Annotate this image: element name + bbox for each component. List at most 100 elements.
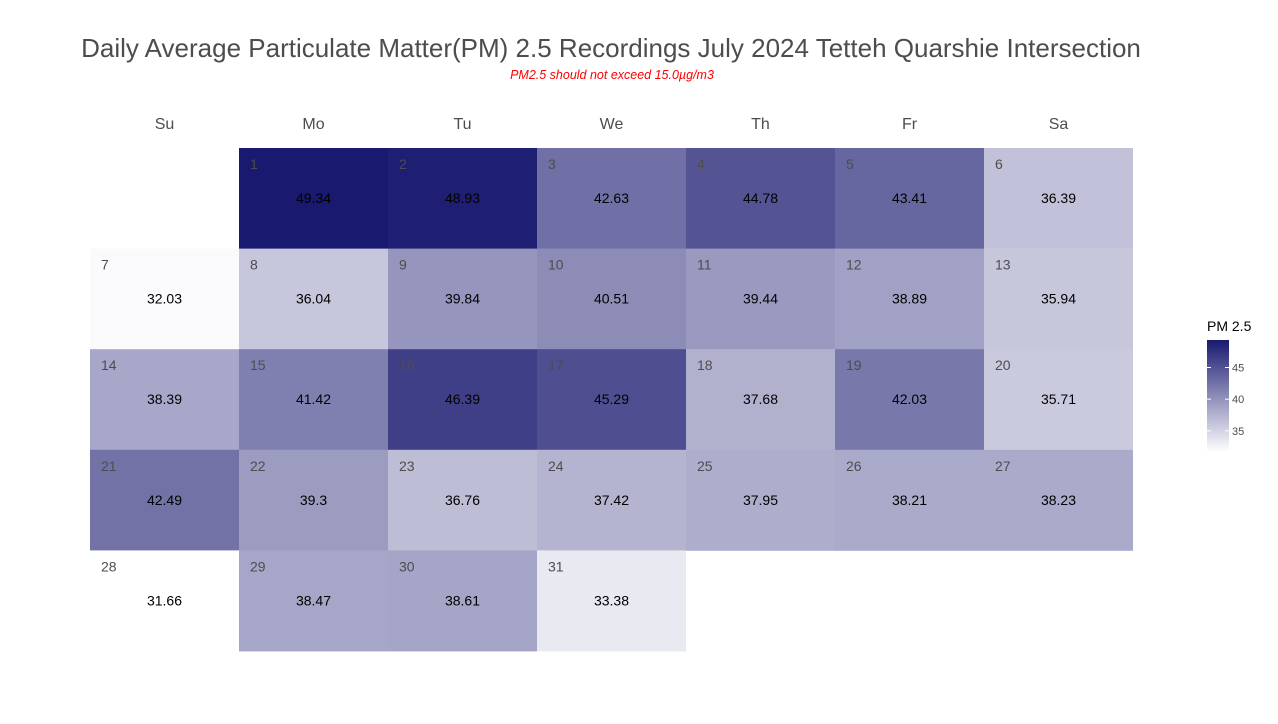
value-label: 45.29: [594, 391, 629, 407]
legend: PM 2.5 35 40 45: [1207, 318, 1252, 452]
value-label: 39.44: [743, 291, 778, 307]
day-number: 17: [548, 357, 564, 373]
value-label: 38.23: [1041, 492, 1076, 508]
legend-tick-label: 35: [1232, 426, 1244, 438]
day-cell: [835, 148, 984, 249]
day-cell: [239, 349, 388, 451]
value-label: 37.68: [743, 391, 778, 407]
value-label: 32.03: [147, 291, 182, 307]
day-number: 19: [846, 357, 862, 373]
day-cell: [537, 449, 686, 551]
value-label: 40.51: [594, 291, 629, 307]
day-cell: [537, 550, 686, 652]
weekday-label: Tu: [453, 116, 471, 133]
value-label: 39.84: [445, 291, 480, 307]
value-label: 39.3: [300, 492, 327, 508]
day-cell: [388, 148, 537, 249]
value-label: 38.61: [445, 592, 480, 608]
value-label: 35.94: [1041, 291, 1076, 307]
day-number: 13: [995, 257, 1011, 273]
day-cells: 1 49.34 2 48.93 3 42.63 4 44.78 5 43.41 6 36.39 7 32.…: [90, 148, 1133, 652]
day-number: 21: [101, 458, 117, 474]
value-label: 36.76: [445, 492, 480, 508]
value-label: 42.03: [892, 391, 927, 407]
day-cell: [984, 349, 1133, 451]
value-label: 36.04: [296, 291, 331, 307]
value-label: 38.89: [892, 291, 927, 307]
day-number: 8: [250, 257, 258, 273]
day-number: 18: [697, 357, 713, 373]
value-label: 31.66: [147, 592, 182, 608]
value-label: 43.41: [892, 190, 927, 206]
legend-tick-label: 40: [1232, 394, 1244, 406]
weekday-label: Sa: [1049, 116, 1069, 133]
day-cell: [537, 349, 686, 451]
weekday-headers: Su Mo Tu We Th Fr Sa: [155, 116, 1069, 133]
day-cell: [388, 550, 537, 652]
day-number: 11: [697, 257, 712, 273]
value-label: 38.39: [147, 391, 182, 407]
day-cell: [537, 248, 686, 350]
day-number: 2: [399, 156, 407, 172]
day-number: 4: [697, 156, 705, 172]
day-cell: [686, 449, 835, 551]
value-label: 44.78: [743, 190, 778, 206]
day-number: 28: [101, 558, 117, 574]
value-label: 49.34: [296, 190, 331, 206]
day-cell: [686, 248, 835, 350]
day-cell: [984, 248, 1133, 350]
day-number: 25: [697, 458, 713, 474]
day-number: 12: [846, 257, 862, 273]
day-cell: [239, 148, 388, 249]
chart-title: Daily Average Particulate Matter(PM) 2.5…: [81, 33, 1141, 63]
day-number: 10: [548, 257, 564, 273]
value-label: 42.63: [594, 190, 629, 206]
day-cell: [388, 349, 537, 451]
day-number: 6: [995, 156, 1003, 172]
weekday-label: Mo: [302, 116, 324, 133]
day-cell: [388, 449, 537, 551]
day-number: 31: [548, 558, 564, 574]
day-cell: [239, 248, 388, 350]
legend-ticks: 35 40 45: [1207, 362, 1244, 438]
day-cell: [239, 550, 388, 652]
value-label: 38.47: [296, 592, 331, 608]
day-number: 7: [101, 257, 109, 273]
day-cell: [90, 449, 239, 551]
day-cell: [239, 449, 388, 551]
value-label: 33.38: [594, 592, 629, 608]
day-number: 29: [250, 558, 266, 574]
weekday-label: We: [600, 116, 624, 133]
day-number: 23: [399, 458, 415, 474]
day-number: 1: [250, 156, 258, 172]
day-number: 15: [250, 357, 266, 373]
day-cell: [835, 349, 984, 451]
legend-colorbar: [1207, 340, 1229, 452]
day-cell: [984, 449, 1133, 551]
value-label: 36.39: [1041, 190, 1076, 206]
day-number: 30: [399, 558, 415, 574]
value-label: 37.95: [743, 492, 778, 508]
day-cell: [984, 148, 1133, 249]
day-cell: [90, 248, 239, 350]
day-cell: [90, 349, 239, 451]
day-number: 27: [995, 458, 1011, 474]
day-cell: [90, 550, 239, 652]
value-label: 37.42: [594, 492, 629, 508]
day-number: 26: [846, 458, 862, 474]
day-cell: [686, 349, 835, 451]
day-number: 20: [995, 357, 1011, 373]
value-label: 41.42: [296, 391, 331, 407]
legend-title: PM 2.5: [1207, 318, 1252, 334]
day-cell: [686, 148, 835, 249]
weekday-label: Fr: [902, 116, 918, 133]
day-cell: [835, 449, 984, 551]
day-number: 3: [548, 156, 556, 172]
value-label: 38.21: [892, 492, 927, 508]
day-number: 16: [399, 357, 415, 373]
value-label: 46.39: [445, 391, 480, 407]
day-number: 24: [548, 458, 564, 474]
day-number: 9: [399, 257, 407, 273]
legend-tick-label: 45: [1232, 362, 1244, 374]
